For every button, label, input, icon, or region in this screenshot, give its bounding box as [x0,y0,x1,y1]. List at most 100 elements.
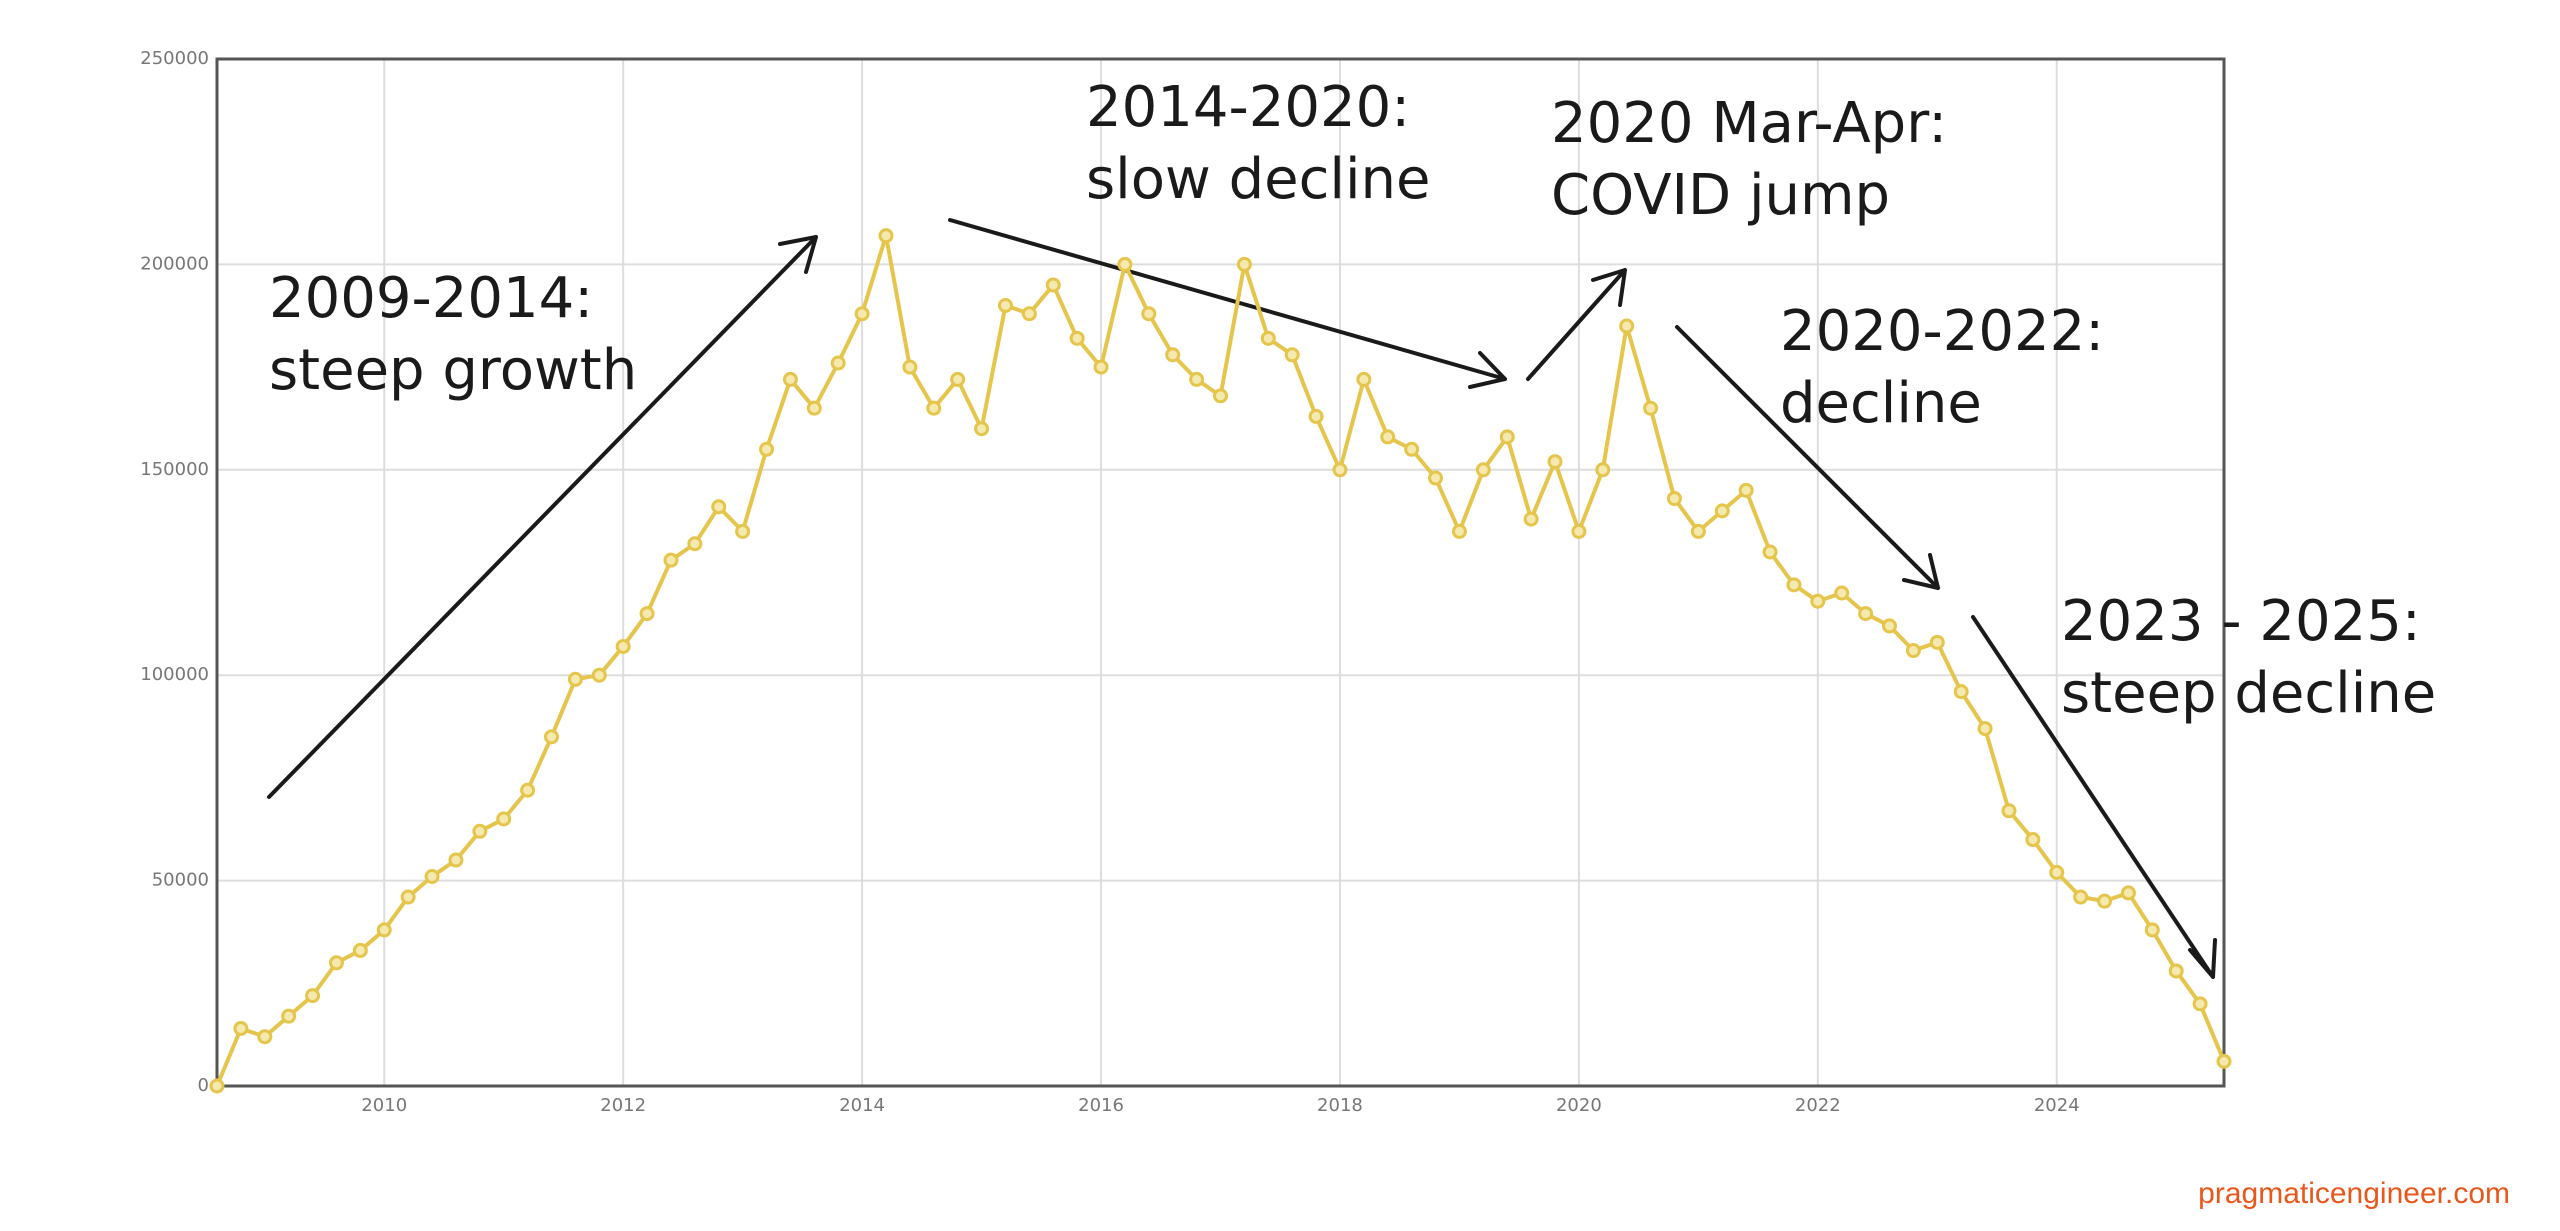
point [305,988,321,1004]
arrow [1971,615,2217,979]
point [257,1029,273,1045]
annotation: decline [1780,371,1982,436]
point [424,868,440,884]
point [1690,523,1706,539]
point [472,823,488,839]
point [1834,585,1850,601]
point [1236,256,1252,272]
arrows [267,218,2217,979]
point [663,552,679,568]
annotation: 2009-2014: [269,266,593,331]
point [209,1078,225,1094]
point [711,499,727,515]
point [448,852,464,868]
point [759,441,775,457]
point [1165,347,1181,363]
point [1738,482,1754,498]
point [2216,1053,2232,1069]
point [1260,330,1276,346]
arrow [948,218,1507,389]
annotation: 2020-2022: [1780,299,2104,364]
y-tick-label: 100000 [140,664,209,685]
x-tick-label: 2014 [839,1095,885,1116]
x-tick-label: 2020 [1556,1095,1602,1116]
arrow [267,235,818,799]
point [1762,544,1778,560]
x-tick-label: 2010 [361,1095,407,1116]
y-tick-label: 200000 [140,253,209,274]
x-tick-label: 2012 [600,1095,646,1116]
point [1643,400,1659,416]
point [1666,491,1682,507]
point [1332,462,1348,478]
annotation: slow decline [1086,147,1430,212]
point [2168,963,2184,979]
point [1786,577,1802,593]
x-tick-label: 2024 [2034,1095,2080,1116]
point [639,606,655,622]
point [2001,803,2017,819]
point [520,782,536,798]
point [2192,996,2208,1012]
point [2049,864,2065,880]
arrow [1526,268,1627,381]
point [1141,306,1157,322]
point [1021,306,1037,322]
point [376,922,392,938]
point [1284,347,1300,363]
point [1380,429,1396,445]
point [878,228,894,244]
point [1977,721,1993,737]
point [233,1020,249,1036]
point [2025,832,2041,848]
plot-border [215,57,2226,1088]
point [1571,523,1587,539]
annotation: 2014-2020: [1086,75,1410,140]
annotation: COVID jump [1551,163,1890,228]
point [1905,643,1921,659]
point [806,400,822,416]
point [352,942,368,958]
point [1428,470,1444,486]
point [830,355,846,371]
point [854,306,870,322]
annotation: 2020 Mar-Apr: [1551,91,1947,156]
point [1714,503,1730,519]
point [591,667,607,683]
point [1213,388,1228,404]
point [2120,885,2136,901]
x-tick-label: 2016 [1078,1095,1124,1116]
point [1523,511,1539,527]
y-tick-label: 0 [198,1075,209,1096]
point [544,729,559,745]
point [1810,593,1826,609]
point [1093,359,1109,375]
point [615,638,631,654]
point [1475,462,1491,478]
point [1882,618,1897,634]
point [400,889,416,905]
arrow [1675,325,1940,590]
footer: pragmaticengineer.com [2198,1177,2510,1210]
point [1069,330,1085,346]
point [687,536,703,552]
grid [217,58,2224,1087]
point [1858,606,1874,622]
y-tick-label: 250000 [140,48,209,69]
point [997,297,1013,313]
point [735,523,751,539]
point [1929,634,1945,650]
point [782,371,798,387]
x-tick-label: 2022 [1795,1095,1841,1116]
point [496,811,512,827]
point [2097,893,2113,909]
point [1356,371,1372,387]
annotation: 2023 - 2025: [2061,589,2421,654]
point [974,421,990,437]
annotation: steep decline [2061,661,2436,726]
point [281,1008,297,1024]
point [2073,889,2089,905]
point [1117,256,1133,272]
y-tick-label: 150000 [140,459,209,480]
